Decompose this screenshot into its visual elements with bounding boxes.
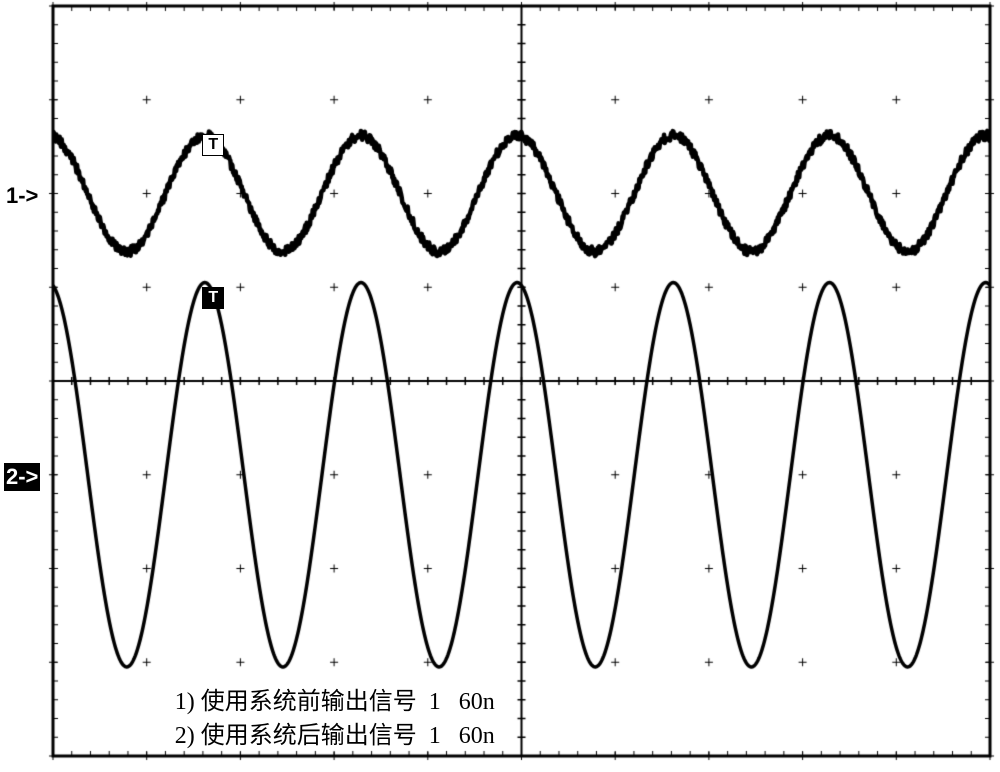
trigger-marker-ch1: T — [202, 134, 224, 156]
legend-line-2: 2) 使用系统后输出信号 1 60n — [175, 715, 495, 750]
channel-2-label: 2-> — [4, 463, 40, 491]
trigger-marker-ch2: T — [202, 287, 224, 309]
legend-line-1: 1) 使用系统前输出信号 1 60n — [175, 681, 495, 716]
waveform-canvas — [0, 0, 1000, 767]
channel-1-label: 1-> — [4, 182, 40, 210]
oscilloscope-display: 1-> 2-> T T 1) 使用系统前输出信号 1 60n 2) 使用系统后输… — [0, 0, 1000, 767]
